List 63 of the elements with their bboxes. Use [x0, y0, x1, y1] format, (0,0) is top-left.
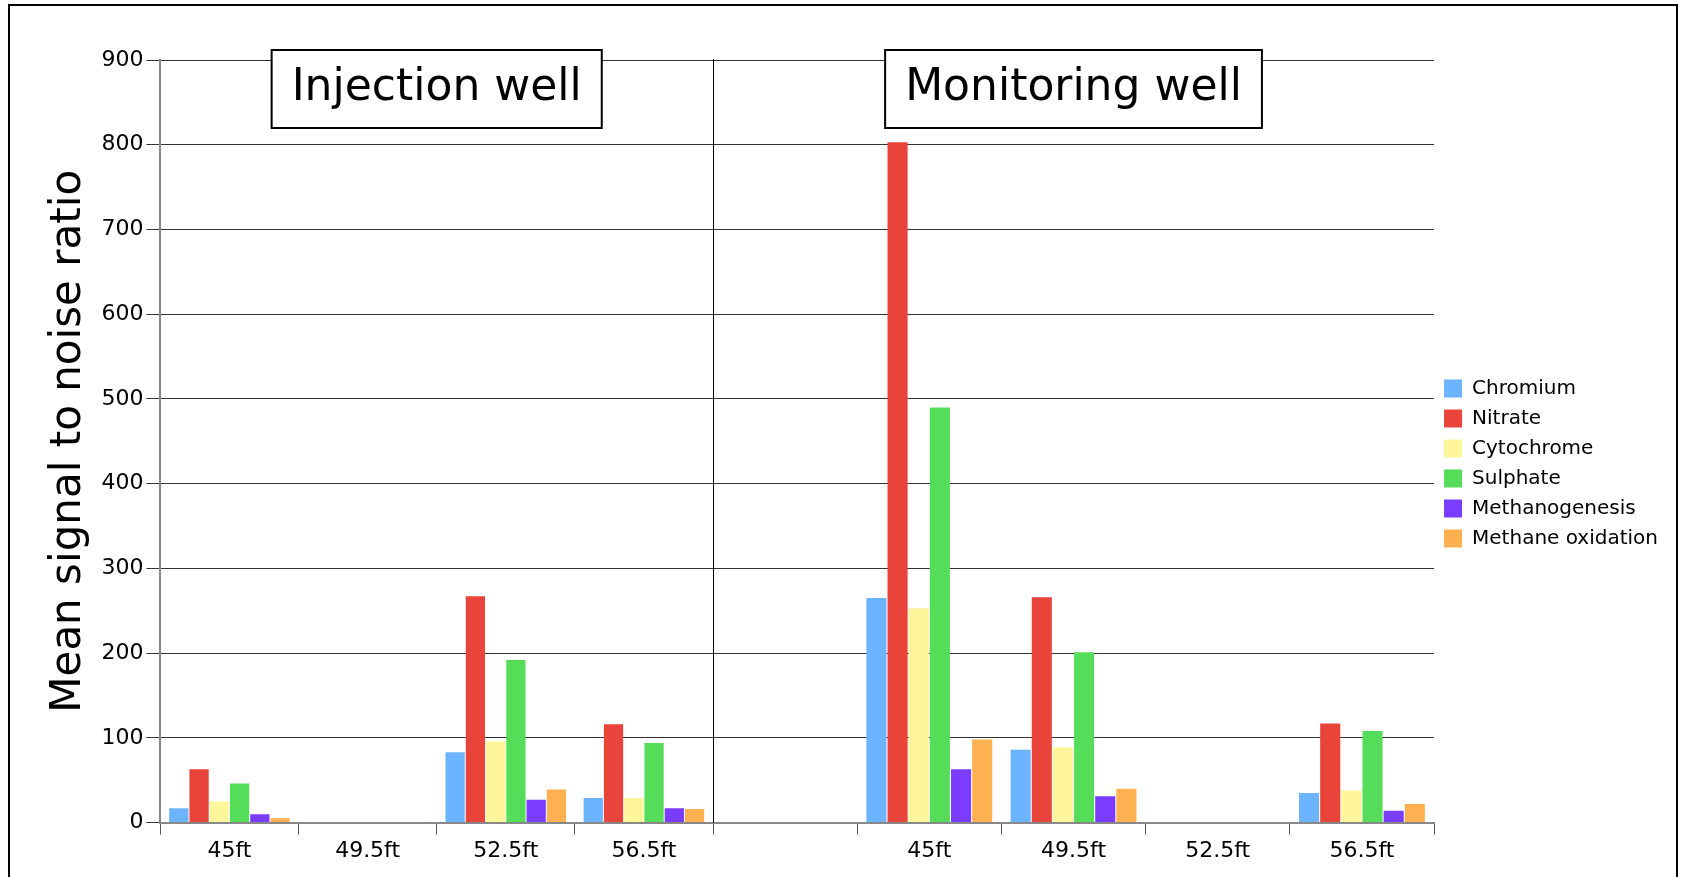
bar [1299, 792, 1320, 823]
legend-label: Nitrate [1472, 404, 1542, 429]
legend-label: Chromium [1472, 374, 1576, 399]
y-tick-label: 300 [101, 554, 144, 580]
bar [526, 799, 546, 823]
annotation: Injection well [291, 59, 582, 111]
bar [929, 407, 950, 823]
y-tick-label: 700 [101, 215, 144, 241]
bar [603, 724, 624, 823]
legend-label: Methane oxidation [1472, 524, 1659, 549]
bar [583, 798, 603, 823]
bar [1010, 749, 1031, 823]
bar [209, 801, 229, 823]
x-tick-label: 49.5ft [335, 836, 401, 862]
bar [684, 809, 705, 823]
x-tick-label: 56.5ft [1329, 836, 1395, 862]
bar [1095, 796, 1116, 823]
bar [951, 769, 972, 823]
y-tick-label: 800 [101, 130, 144, 156]
bar [546, 789, 567, 823]
x-tick-label: 45ft [207, 836, 252, 862]
bar [486, 741, 506, 823]
bar [908, 608, 929, 823]
x-tick-label: 52.5ft [1185, 836, 1251, 862]
y-tick-label: 900 [101, 45, 144, 71]
bar [972, 739, 993, 823]
legend-label: Cytochrome [1472, 434, 1594, 459]
y-tick-label: 600 [101, 299, 144, 325]
annotation: Monitoring well [905, 59, 1242, 111]
bar [465, 596, 485, 823]
bar [1052, 747, 1073, 823]
bar [644, 742, 664, 823]
x-tick-label: 52.5ft [473, 836, 539, 862]
x-tick-label: 56.5ft [611, 836, 677, 862]
bar [1362, 731, 1383, 823]
bar [250, 814, 270, 823]
bar [1341, 790, 1362, 823]
x-tick-label: 45ft [907, 836, 952, 862]
y-tick-label: 0 [129, 808, 144, 834]
y-axis-title: Mean signal to noise ratio [41, 169, 91, 713]
legend-label: Sulphate [1472, 464, 1561, 489]
y-tick-label: 500 [101, 384, 144, 410]
bar [1320, 723, 1341, 823]
bar [866, 598, 887, 823]
bar [664, 808, 684, 823]
legend-label: Methanogenesis [1472, 494, 1636, 519]
bar [624, 798, 644, 823]
x-tick-label: 49.5ft [1041, 836, 1107, 862]
bar [1404, 803, 1425, 823]
bar [445, 752, 465, 823]
bar [506, 659, 526, 823]
bar [1031, 597, 1052, 823]
bar [189, 769, 209, 823]
bar [887, 142, 908, 823]
y-tick-label: 100 [101, 723, 144, 749]
bar [1116, 788, 1137, 823]
bar [270, 818, 290, 823]
bar [1383, 810, 1404, 823]
bar [169, 808, 189, 823]
bar [229, 783, 250, 823]
y-tick-label: 200 [101, 638, 144, 664]
bar [1074, 652, 1095, 823]
y-tick-label: 400 [101, 469, 144, 495]
